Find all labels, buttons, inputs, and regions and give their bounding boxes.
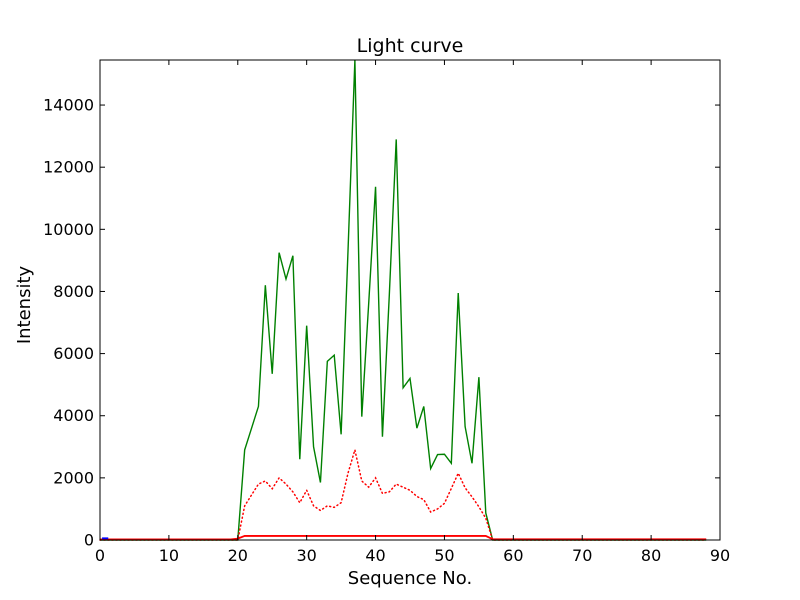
x-tick-label: 0 (95, 546, 105, 565)
y-tick-label: 4000 (53, 406, 94, 425)
y-axis-tick-labels: 0 2000 4000 6000 8000 10000 12000 14000 (43, 96, 94, 550)
y-axis-ticks (100, 104, 720, 541)
y-tick-label: 0 (84, 531, 94, 550)
y-tick-label: 10000 (43, 220, 94, 239)
y-tick-label: 14000 (43, 96, 94, 115)
x-axis-tick-labels: 0 10 20 30 40 50 60 70 80 90 (95, 546, 730, 565)
plot-frame (99, 59, 721, 541)
y-axis-label: Intensity (14, 265, 35, 344)
x-tick-label: 20 (228, 546, 248, 565)
x-tick-label: 90 (710, 546, 730, 565)
chart-title: Light curve (357, 35, 464, 57)
x-tick-label: 10 (159, 546, 179, 565)
red-solid-line (100, 535, 707, 541)
x-axis-label: Sequence No. (348, 568, 472, 589)
x-tick-label: 70 (572, 546, 592, 565)
y-tick-label: 8000 (53, 282, 94, 301)
x-tick-label: 30 (296, 546, 316, 565)
x-tick-label: 40 (365, 546, 385, 565)
y-tick-label: 2000 (53, 468, 94, 487)
x-tick-label: 80 (641, 546, 661, 565)
y-tick-label: 12000 (43, 158, 94, 177)
x-axis-ticks (99, 60, 721, 540)
y-tick-label: 6000 (53, 344, 94, 363)
x-tick-label: 60 (503, 546, 523, 565)
x-tick-label: 50 (434, 546, 454, 565)
